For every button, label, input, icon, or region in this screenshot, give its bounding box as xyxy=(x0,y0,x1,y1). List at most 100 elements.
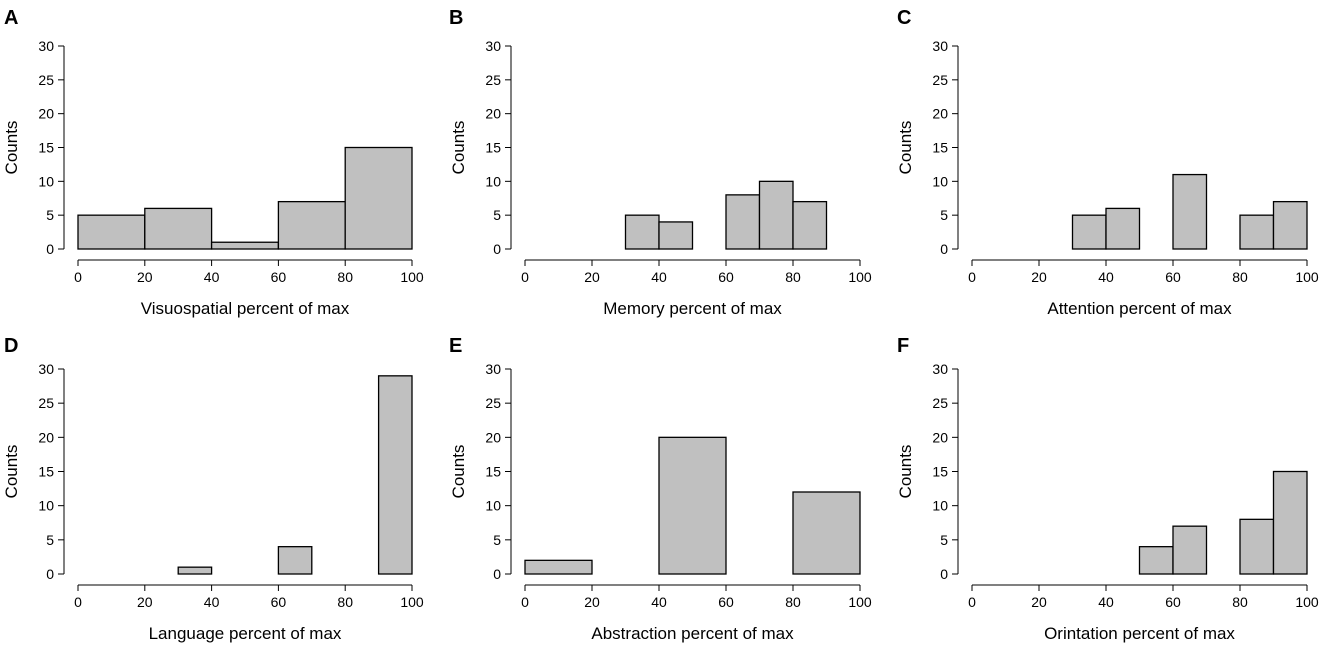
panel-letter: C xyxy=(897,7,911,29)
histogram-bar xyxy=(658,436,727,575)
histogram-bar xyxy=(344,146,413,250)
histogram-bar xyxy=(377,375,413,575)
y-axis-title: Counts xyxy=(449,121,468,175)
x-tick-label: 60 xyxy=(718,594,734,610)
y-tick-label: 30 xyxy=(38,361,54,377)
y-tick-label: 30 xyxy=(38,38,54,54)
x-tick-label: 100 xyxy=(400,269,424,285)
x-tick-label: 40 xyxy=(1098,594,1114,610)
x-tick-label: 0 xyxy=(74,594,82,610)
y-tick-label: 5 xyxy=(493,532,501,548)
histogram-bar xyxy=(1172,525,1208,575)
histogram-bar xyxy=(144,207,213,250)
y-tick-label: 20 xyxy=(485,429,501,445)
panel-c: C 0 5 10 15 20 25 30 0 20 40 60 80 100 Attention perce… xyxy=(896,7,1319,318)
x-tick-label: 20 xyxy=(1031,269,1047,285)
y-tick-label: 25 xyxy=(932,72,948,88)
panel-letter: D xyxy=(4,335,18,357)
y-tick-label: 0 xyxy=(940,566,948,582)
x-axis-title: Attention percent of max xyxy=(1047,299,1232,318)
histogram-bar xyxy=(792,491,861,575)
x-tick-label: 100 xyxy=(848,269,872,285)
y-tick-label: 20 xyxy=(38,429,54,445)
y-tick-label: 20 xyxy=(485,106,501,122)
x-tick-label: 80 xyxy=(785,269,801,285)
x-axis-title: Memory percent of max xyxy=(603,299,782,318)
y-tick-label: 30 xyxy=(485,361,501,377)
y-tick-label: 20 xyxy=(932,429,948,445)
x-tick-label: 80 xyxy=(337,594,353,610)
x-tick-label: 60 xyxy=(718,269,734,285)
x-tick-label: 20 xyxy=(584,269,600,285)
x-axis-title: Visuospatial percent of max xyxy=(141,299,350,318)
x-tick-label: 100 xyxy=(848,594,872,610)
y-tick-label: 10 xyxy=(485,498,501,514)
x-tick-label: 80 xyxy=(785,594,801,610)
x-tick-label: 20 xyxy=(137,594,153,610)
y-tick-label: 10 xyxy=(932,173,948,189)
y-axis-title: Counts xyxy=(896,445,915,499)
x-tick-label: 80 xyxy=(1232,594,1248,610)
histogram-bar xyxy=(624,214,660,250)
y-tick-label: 10 xyxy=(38,498,54,514)
panel-letter: F xyxy=(897,335,909,357)
panel-f: F 0 5 10 15 20 25 30 0 20 40 60 80 100 Orintation perc… xyxy=(896,335,1319,643)
y-tick-label: 15 xyxy=(485,464,501,480)
panel-letter: B xyxy=(449,7,463,29)
panel-letter: A xyxy=(4,7,18,29)
histogram-bar xyxy=(277,546,313,575)
x-tick-label: 40 xyxy=(1098,269,1114,285)
x-tick-label: 0 xyxy=(74,269,82,285)
y-tick-label: 25 xyxy=(485,72,501,88)
histogram-bar xyxy=(792,200,828,250)
histogram-bar xyxy=(277,200,346,250)
histogram-bar xyxy=(725,194,761,250)
histogram-bar xyxy=(1138,546,1174,575)
y-tick-label: 25 xyxy=(932,395,948,411)
histogram-bar xyxy=(1239,214,1275,250)
y-tick-label: 10 xyxy=(485,173,501,189)
y-tick-label: 5 xyxy=(940,207,948,223)
panel-letter: E xyxy=(449,335,462,357)
panel-b: B 0 5 10 15 20 25 30 0 20 40 60 80 100 Memory percent … xyxy=(449,7,872,318)
histogram-bar xyxy=(658,221,694,250)
x-tick-label: 60 xyxy=(271,269,287,285)
x-tick-label: 20 xyxy=(584,594,600,610)
y-tick-label: 30 xyxy=(932,361,948,377)
panel-a: A 0 5 10 15 20 25 30 0 20 40 60 80 100 Visuospatial pe… xyxy=(2,7,424,318)
y-tick-label: 10 xyxy=(932,498,948,514)
x-tick-label: 0 xyxy=(521,269,529,285)
y-axis-title: Counts xyxy=(449,445,468,499)
y-tick-label: 25 xyxy=(485,395,501,411)
x-axis-title: Language percent of max xyxy=(149,624,342,643)
y-tick-label: 20 xyxy=(932,106,948,122)
histogram-bar xyxy=(1272,470,1308,575)
x-tick-label: 40 xyxy=(651,269,667,285)
histogram-bar xyxy=(210,241,280,250)
y-tick-label: 5 xyxy=(940,532,948,548)
y-axis-title: Counts xyxy=(2,121,21,175)
y-tick-label: 10 xyxy=(38,173,54,189)
y-tick-label: 25 xyxy=(38,72,54,88)
histogram-bar xyxy=(1172,173,1208,250)
y-axis-title: Counts xyxy=(2,445,21,499)
x-tick-label: 20 xyxy=(1031,594,1047,610)
x-tick-label: 100 xyxy=(1295,594,1319,610)
y-tick-label: 0 xyxy=(493,241,501,257)
histogram-bar xyxy=(524,559,593,575)
x-axis-title: Orintation percent of max xyxy=(1044,624,1235,643)
y-tick-label: 0 xyxy=(940,241,948,257)
y-tick-label: 5 xyxy=(493,207,501,223)
x-tick-label: 60 xyxy=(1165,594,1181,610)
y-tick-label: 15 xyxy=(38,140,54,156)
y-tick-label: 30 xyxy=(485,38,501,54)
y-tick-label: 20 xyxy=(38,106,54,122)
y-tick-label: 0 xyxy=(46,566,54,582)
y-tick-label: 5 xyxy=(46,532,54,548)
histogram-bar xyxy=(77,214,146,250)
y-tick-label: 25 xyxy=(38,395,54,411)
y-tick-label: 15 xyxy=(932,140,948,156)
x-tick-label: 0 xyxy=(968,594,976,610)
x-tick-label: 40 xyxy=(204,594,220,610)
